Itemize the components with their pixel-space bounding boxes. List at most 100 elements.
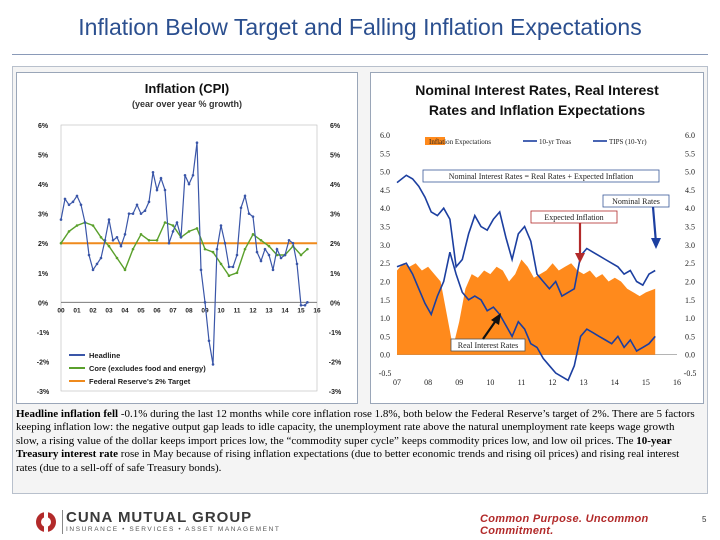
real-rates-arrow: [482, 318, 498, 340]
real-rates-box: [450, 338, 526, 352]
rates-y-tick-right: 0.0: [685, 351, 695, 360]
rates-y-tick-left: 0.5: [380, 332, 390, 341]
headline-inflation-point: [163, 188, 167, 192]
cpi-y-tick-right: 3%: [330, 212, 341, 219]
headline-inflation-point: [203, 301, 207, 304]
headline-inflation-point: [167, 241, 171, 245]
rates-y-tick-right: 2.5: [685, 259, 695, 268]
core-inflation-point: [195, 227, 199, 230]
headline-inflation-point: [107, 218, 111, 221]
headline-inflation-point: [259, 259, 263, 263]
headline-inflation-lead: Headline inflation fell: [16, 408, 119, 420]
cpi-x-tick: 12: [249, 307, 257, 314]
rates-y-tick-right: 5.5: [685, 149, 695, 158]
headline-inflation-point: [283, 253, 287, 257]
logo-divider: [62, 510, 63, 534]
headline-inflation-point: [183, 173, 187, 177]
rates-y-tick-right: 4.0: [685, 204, 695, 213]
headline-inflation-point: [263, 247, 267, 251]
core-inflation-point: [227, 274, 231, 278]
headline-inflation-point: [211, 363, 215, 366]
core-inflation-point: [299, 253, 303, 257]
company-subtitle: INSURANCE • SERVICES • ASSET MANAGEMENT: [66, 526, 281, 533]
core-inflation-point: [123, 268, 127, 272]
core-inflation-point: [59, 241, 63, 245]
cpi-x-tick: 15: [297, 307, 305, 314]
rates-x-tick: 08: [424, 378, 432, 387]
cpi-y-tick-right: 1%: [330, 271, 341, 278]
cpi-y-tick-left: -2%: [37, 359, 50, 366]
rates-y-tick-right: 6.0: [685, 131, 695, 140]
headline-inflation-point: [267, 253, 271, 257]
rates-y-tick-right: 1.5: [685, 296, 695, 305]
core-inflation-point: [107, 244, 111, 248]
headline-inflation-point: [179, 236, 183, 239]
headline-inflation-point: [87, 253, 91, 257]
headline-inflation-point: [275, 247, 279, 251]
nominal-rates-box: [602, 194, 670, 208]
cpi-y-tick-left: 2%: [38, 241, 49, 248]
rates-y-tick-right: 3.5: [685, 223, 695, 232]
ten-year-treasury-line: [396, 174, 656, 298]
headline-inflation-point: [95, 262, 99, 266]
company-logo-icon: [36, 512, 56, 532]
headline-inflation-point: [306, 301, 309, 304]
cpi-y-tick-left: -1%: [37, 330, 50, 337]
headline-inflation-point: [175, 221, 179, 224]
inflation-expectations-area: [397, 259, 656, 355]
headline-inflation-point: [195, 141, 199, 145]
cpi-y-tick-left: 3%: [38, 212, 49, 219]
company-name: CUNA MUTUAL GROUP: [66, 509, 253, 526]
headline-inflation-point: [147, 200, 151, 204]
core-inflation-point: [171, 224, 175, 227]
rates-x-tick: 16: [673, 378, 681, 387]
rates-y-tick-right: -0.5: [684, 369, 697, 378]
rates-y-tick-right: 3.0: [685, 241, 695, 250]
formula-annotation: Nominal Interest Rates = Real Rates + Ex…: [449, 172, 634, 181]
core-inflation-point: [259, 238, 263, 242]
headline-inflation-point: [159, 176, 163, 180]
headline-inflation-point: [191, 173, 195, 177]
core-inflation-point: [243, 247, 247, 251]
headline-inflation-point: [83, 221, 87, 224]
headline-inflation-point: [207, 339, 211, 343]
cpi-legend-label: Headline: [89, 351, 120, 360]
headline-inflation-point: [63, 197, 67, 201]
headline-inflation-point: [171, 230, 175, 233]
core-inflation-point: [187, 230, 191, 233]
headline-inflation-point: [67, 203, 71, 207]
headline-inflation-point: [103, 238, 107, 242]
cpi-y-tick-left: 0%: [38, 300, 49, 307]
rates-y-tick-left: 3.5: [380, 223, 390, 232]
rates-y-tick-left: 5.0: [380, 168, 390, 177]
headline-inflation-point: [71, 200, 75, 204]
rates-y-tick-left: 2.5: [380, 259, 390, 268]
core-inflation-point: [251, 233, 255, 236]
core-inflation-point: [203, 247, 207, 251]
rates-chart-title-line-1: Nominal Interest Rates, Real Interest: [415, 82, 659, 98]
rates-x-tick: 13: [580, 378, 588, 387]
cpi-chart-svg: Inflation (CPI) (year over year % growth…: [37, 81, 342, 396]
headline-inflation-point: [59, 218, 63, 221]
core-inflation-point: [267, 244, 271, 248]
cpi-y-tick-right: -3%: [329, 389, 342, 396]
headline-inflation-point: [247, 212, 251, 215]
cpi-x-tick: 09: [201, 307, 209, 314]
headline-inflation-point: [131, 212, 135, 215]
core-inflation-point: [147, 238, 151, 242]
rates-y-tick-left: 1.0: [380, 314, 390, 323]
rates-legend-swatch: [425, 137, 445, 145]
interest-rates-chart: Nominal Interest Rates, Real Interest Ra…: [370, 72, 704, 404]
headline-inflation-point: [279, 256, 283, 260]
headline-inflation-point: [187, 182, 191, 186]
rates-legend-label: Inflation Expectations: [429, 138, 491, 146]
headline-inflation-point: [235, 253, 239, 257]
cpi-y-tick-right: 6%: [330, 123, 341, 130]
rates-y-tick-left: 2.0: [380, 277, 390, 286]
rates-y-tick-left: 1.5: [380, 296, 390, 305]
headline-inflation-point: [99, 256, 103, 260]
cpi-inflation-chart: Inflation (CPI) (year over year % growth…: [16, 72, 358, 404]
headline-inflation-point: [155, 188, 159, 192]
core-inflation-point: [139, 233, 143, 236]
headline-inflation-point: [299, 303, 303, 307]
